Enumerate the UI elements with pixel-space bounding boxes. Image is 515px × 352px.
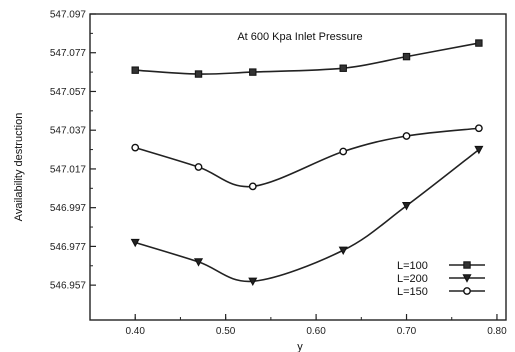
y-tick-label: 546.977: [50, 242, 87, 253]
legend-entry: L=100: [397, 260, 485, 272]
data-point: [401, 202, 412, 211]
y-tick-label: 547.057: [50, 87, 87, 98]
data-point: [463, 261, 471, 269]
data-point: [474, 145, 484, 155]
data-point: [338, 246, 348, 256]
chart-title: At 600 Kpa Inlet Pressure: [237, 31, 362, 43]
data-point: [248, 277, 258, 287]
y-tick-label: 547.017: [50, 164, 87, 175]
y-tick-label: 547.097: [50, 10, 87, 21]
x-tick-label: 0.60: [306, 326, 326, 337]
data-point: [474, 124, 483, 133]
y-tick-label: 547.077: [50, 48, 87, 59]
series-line: [134, 148, 480, 283]
x-tick-label: 0.80: [487, 326, 507, 337]
data-point: [130, 238, 140, 248]
series-l-150: [131, 124, 483, 191]
data-point: [339, 64, 347, 72]
data-point: [402, 52, 411, 61]
y-axis: 546.957 546.977 546.997 547.017 547.037 547.0…: [50, 10, 96, 292]
plot-frame: [89, 13, 507, 321]
legend-entry: L=200: [397, 273, 485, 285]
legend-label: L=100: [397, 260, 428, 272]
data-point: [131, 143, 140, 152]
y-tick-label: 546.957: [50, 281, 87, 292]
x-tick-label: 0.50: [216, 326, 236, 337]
data-point: [462, 274, 472, 283]
data-point: [194, 70, 203, 78]
x-tick-label: 0.40: [125, 326, 145, 337]
data-point: [402, 132, 411, 140]
data-point: [339, 147, 348, 156]
legend-entry: L=150: [397, 286, 485, 298]
y-tick-label: 546.997: [50, 203, 87, 214]
data-point: [475, 39, 483, 47]
legend-label: L=150: [397, 286, 428, 298]
series-l-200: [130, 145, 484, 287]
legend-label: L=200: [397, 273, 428, 285]
x-axis: 0.40 0.50 0.60 0.70 0.80: [89, 314, 507, 337]
series-layer: [130, 39, 484, 287]
x-axis-title: y: [297, 341, 303, 352]
data-point: [463, 287, 471, 295]
y-tick-label: 547.037: [50, 126, 87, 137]
series-line: [135, 42, 480, 75]
data-point: [249, 68, 257, 76]
series-line: [134, 127, 479, 188]
x-tick-label: 0.70: [397, 326, 417, 337]
data-point: [131, 66, 139, 74]
data-point: [194, 163, 203, 171]
series-l-100: [131, 39, 483, 78]
y-axis-title: Availability destruction: [13, 113, 25, 222]
data-point: [248, 182, 257, 191]
data-point: [193, 258, 204, 267]
